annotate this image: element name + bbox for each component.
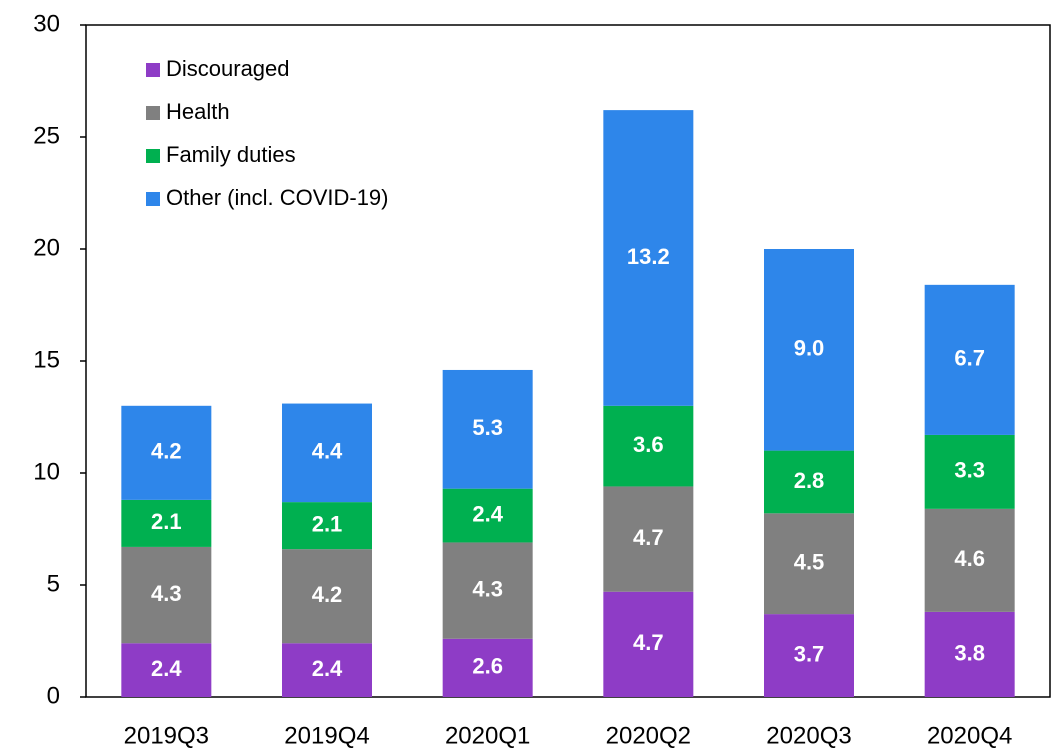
legend-swatch [146, 149, 160, 163]
data-label: 4.2 [151, 439, 182, 464]
bar-segment [603, 486, 694, 592]
y-tick-label: 15 [33, 346, 60, 373]
bar-segment [603, 405, 694, 487]
bar-segment [603, 110, 694, 406]
bar-segment [764, 450, 854, 514]
x-tick-label: 2020Q1 [445, 722, 530, 749]
y-tick-label: 25 [33, 122, 60, 149]
data-label: 4.4 [312, 439, 343, 464]
bar-segment [764, 513, 854, 615]
data-label: 3.6 [633, 432, 664, 457]
data-label: 4.6 [954, 546, 985, 571]
data-label: 2.4 [312, 656, 343, 681]
bar-segment [603, 591, 694, 697]
y-tick-label: 10 [33, 458, 60, 485]
bar-segment [282, 502, 372, 550]
data-label: 3.3 [954, 458, 985, 483]
x-tick-label: 2020Q2 [606, 722, 691, 749]
data-label: 2.1 [312, 511, 343, 536]
bar-segment [121, 643, 212, 697]
legend-swatch [146, 106, 160, 120]
bar-segment [924, 611, 1015, 697]
bar-segment [924, 508, 1015, 612]
bar-segment [442, 369, 533, 489]
plot-frame [85, 24, 1051, 698]
bar-segment [282, 643, 372, 697]
legend-label: Other (incl. COVID-19) [166, 185, 389, 210]
data-label: 4.3 [151, 581, 182, 606]
legend-label: Family duties [166, 142, 296, 167]
bar-segment [282, 403, 372, 503]
bar-segment [121, 546, 212, 644]
bar-segment [442, 488, 533, 543]
data-label: 13.2 [627, 244, 670, 269]
data-label: 4.3 [472, 576, 503, 601]
y-tick-label: 0 [47, 682, 60, 709]
data-label: 6.7 [954, 346, 985, 371]
legend-label: Discouraged [166, 56, 290, 81]
bar-segment [442, 542, 533, 639]
bar-segment [282, 549, 372, 644]
legend-label: Health [166, 99, 230, 124]
legend-swatch [146, 63, 160, 77]
data-label: 2.1 [151, 509, 182, 534]
bar-segment [764, 614, 854, 697]
y-tick-label: 20 [33, 234, 60, 261]
data-label: 3.7 [794, 641, 825, 666]
bar-segment [924, 434, 1015, 509]
bar-segment [442, 638, 533, 697]
data-label: 4.7 [633, 525, 664, 550]
data-label: 4.2 [312, 582, 343, 607]
data-label: 2.4 [151, 656, 182, 681]
bar-segment [121, 405, 212, 500]
x-tick-label: 2019Q3 [124, 722, 209, 749]
data-label: 2.8 [794, 468, 825, 493]
data-label: 4.5 [794, 550, 825, 575]
bar-segment [121, 499, 212, 547]
data-label: 5.3 [472, 415, 503, 440]
data-label: 9.0 [794, 336, 825, 361]
legend-swatch [146, 192, 160, 206]
data-label: 2.4 [472, 501, 503, 526]
y-tick-label: 5 [47, 570, 60, 597]
x-tick-label: 2020Q4 [927, 722, 1012, 749]
x-tick-label: 2020Q3 [766, 722, 851, 749]
bar-segment [764, 249, 854, 451]
data-label: 3.8 [954, 640, 985, 665]
y-tick-label: 30 [33, 10, 60, 37]
x-tick-label: 2019Q4 [284, 722, 369, 749]
bar-segment [924, 284, 1015, 435]
data-label: 4.7 [633, 630, 664, 655]
data-label: 2.6 [472, 654, 503, 679]
